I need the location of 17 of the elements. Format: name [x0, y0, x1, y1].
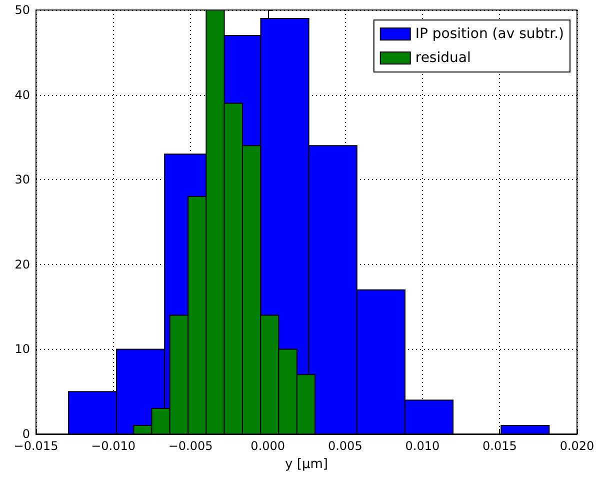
x-tick-label: −0.010: [91, 439, 136, 453]
x-tick-label: 0.010: [405, 439, 440, 453]
x-axis-title: y [μm]: [285, 457, 328, 472]
x-tick-label: 0.000: [250, 439, 286, 453]
y-tick-label: 50: [14, 3, 30, 17]
legend-label: IP position (av subtr.): [415, 26, 564, 42]
x-tick-label: 0.005: [328, 439, 362, 453]
x-tick-label: 0.020: [560, 439, 594, 453]
legend-label: residual: [415, 50, 471, 66]
x-tick-label: 0.015: [482, 439, 517, 453]
y-tick-label: 0: [22, 427, 30, 441]
y-tick-label: 20: [14, 257, 30, 272]
y-tick-label: 40: [14, 88, 30, 102]
x-tick-label: −0.005: [168, 439, 213, 453]
x-tick-label: −0.015: [14, 439, 58, 453]
y-tick-label: 10: [14, 342, 30, 356]
y-tick-label: 30: [14, 172, 30, 187]
